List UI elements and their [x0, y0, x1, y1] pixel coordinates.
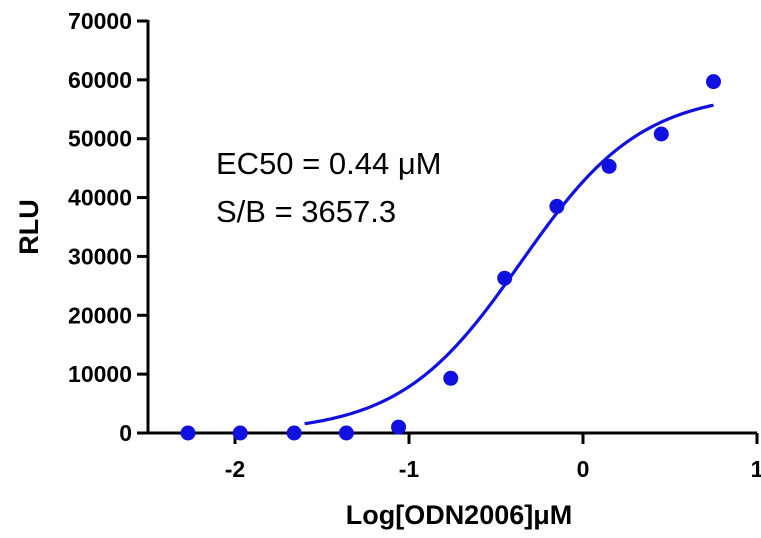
- data-point: [232, 425, 248, 441]
- y-tick-label: 60000: [68, 67, 132, 93]
- ec50-annotation: EC50 = 0.44 μM: [216, 146, 442, 181]
- x-tick-label: -1: [399, 456, 420, 482]
- x-tick-label: -2: [225, 456, 245, 482]
- y-tick-label: 0: [119, 420, 132, 446]
- y-tick-label: 50000: [68, 126, 132, 152]
- y-tick-label: 10000: [68, 361, 132, 387]
- data-point: [706, 74, 721, 90]
- data-point: [286, 425, 302, 441]
- y-tick-label: 40000: [68, 185, 132, 211]
- x-ticks: -2 -1 0 1: [225, 433, 761, 482]
- data-points: [180, 74, 721, 441]
- x-tick-label: 1: [751, 456, 761, 482]
- data-point: [391, 419, 407, 435]
- data-point: [653, 126, 669, 142]
- y-tick-label: 70000: [68, 8, 132, 34]
- y-ticks: 0 10000 20000 30000 40000 50000 60000 70000: [68, 8, 148, 446]
- x-axis-title: Log[ODN2006]μM: [346, 500, 573, 530]
- data-point: [549, 198, 565, 214]
- y-tick-label: 30000: [68, 243, 132, 269]
- y-tick-label: 20000: [68, 302, 132, 328]
- x-tick-label: 0: [577, 456, 590, 482]
- data-point: [497, 270, 513, 286]
- data-point: [443, 370, 459, 386]
- data-point: [338, 425, 354, 441]
- y-axis-title: RLU: [14, 199, 44, 255]
- data-point: [601, 158, 617, 174]
- data-point: [180, 425, 196, 441]
- sb-annotation: S/B = 3657.3: [216, 194, 396, 229]
- axes: [146, 20, 757, 435]
